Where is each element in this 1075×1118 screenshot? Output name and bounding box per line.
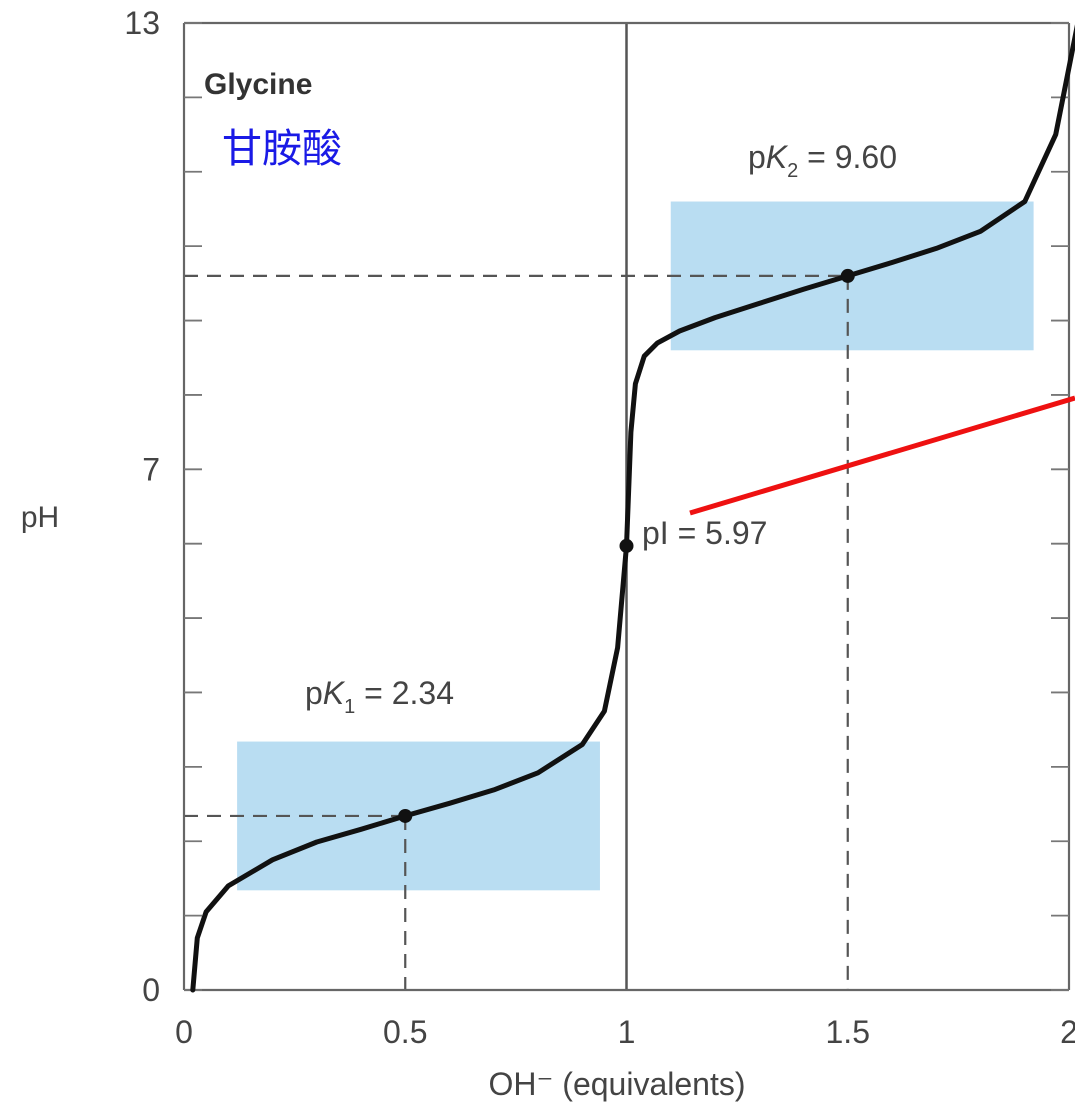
pk2-label: pK2 = 9.60 (748, 139, 897, 182)
y-tick-labels: 0 7 13 (124, 5, 160, 1008)
pk-points (398, 268, 855, 823)
data-point-2 (619, 538, 634, 553)
x-tick-label: 2 (1060, 1014, 1075, 1050)
pi-label: pI = 5.97 (642, 515, 767, 551)
plot-frame (182, 21, 1071, 992)
y-axis-label: pH (21, 501, 59, 534)
data-point-3 (840, 268, 855, 283)
y-tick-label: 13 (124, 5, 160, 41)
y-tick-label: 7 (142, 451, 160, 487)
x-tick-labels: 0 0.5 1 1.5 2 (175, 1014, 1075, 1050)
chart-subtitle: 甘胺酸 (222, 127, 342, 171)
x-tick-label: 1 (618, 1014, 636, 1050)
titration-curve (190, 24, 1075, 993)
pi-pointer-line (689, 395, 1075, 516)
chart-title: Glycine (204, 68, 312, 101)
y-tick-label: 0 (142, 972, 160, 1008)
x-tick-label: 0.5 (383, 1014, 427, 1050)
x-tick-label: 0 (175, 1014, 193, 1050)
y-minor-ticks (184, 22, 1069, 991)
guide-lines (184, 274, 849, 990)
buffer-regions (237, 201, 1034, 891)
pk1-label: pK1 = 2.34 (305, 675, 454, 718)
x-tick-label: 1.5 (826, 1014, 870, 1050)
buffer-region-1 (237, 741, 600, 891)
data-point-1 (398, 808, 413, 823)
x-axis-label: OH⁻ (equivalents) (489, 1066, 746, 1102)
